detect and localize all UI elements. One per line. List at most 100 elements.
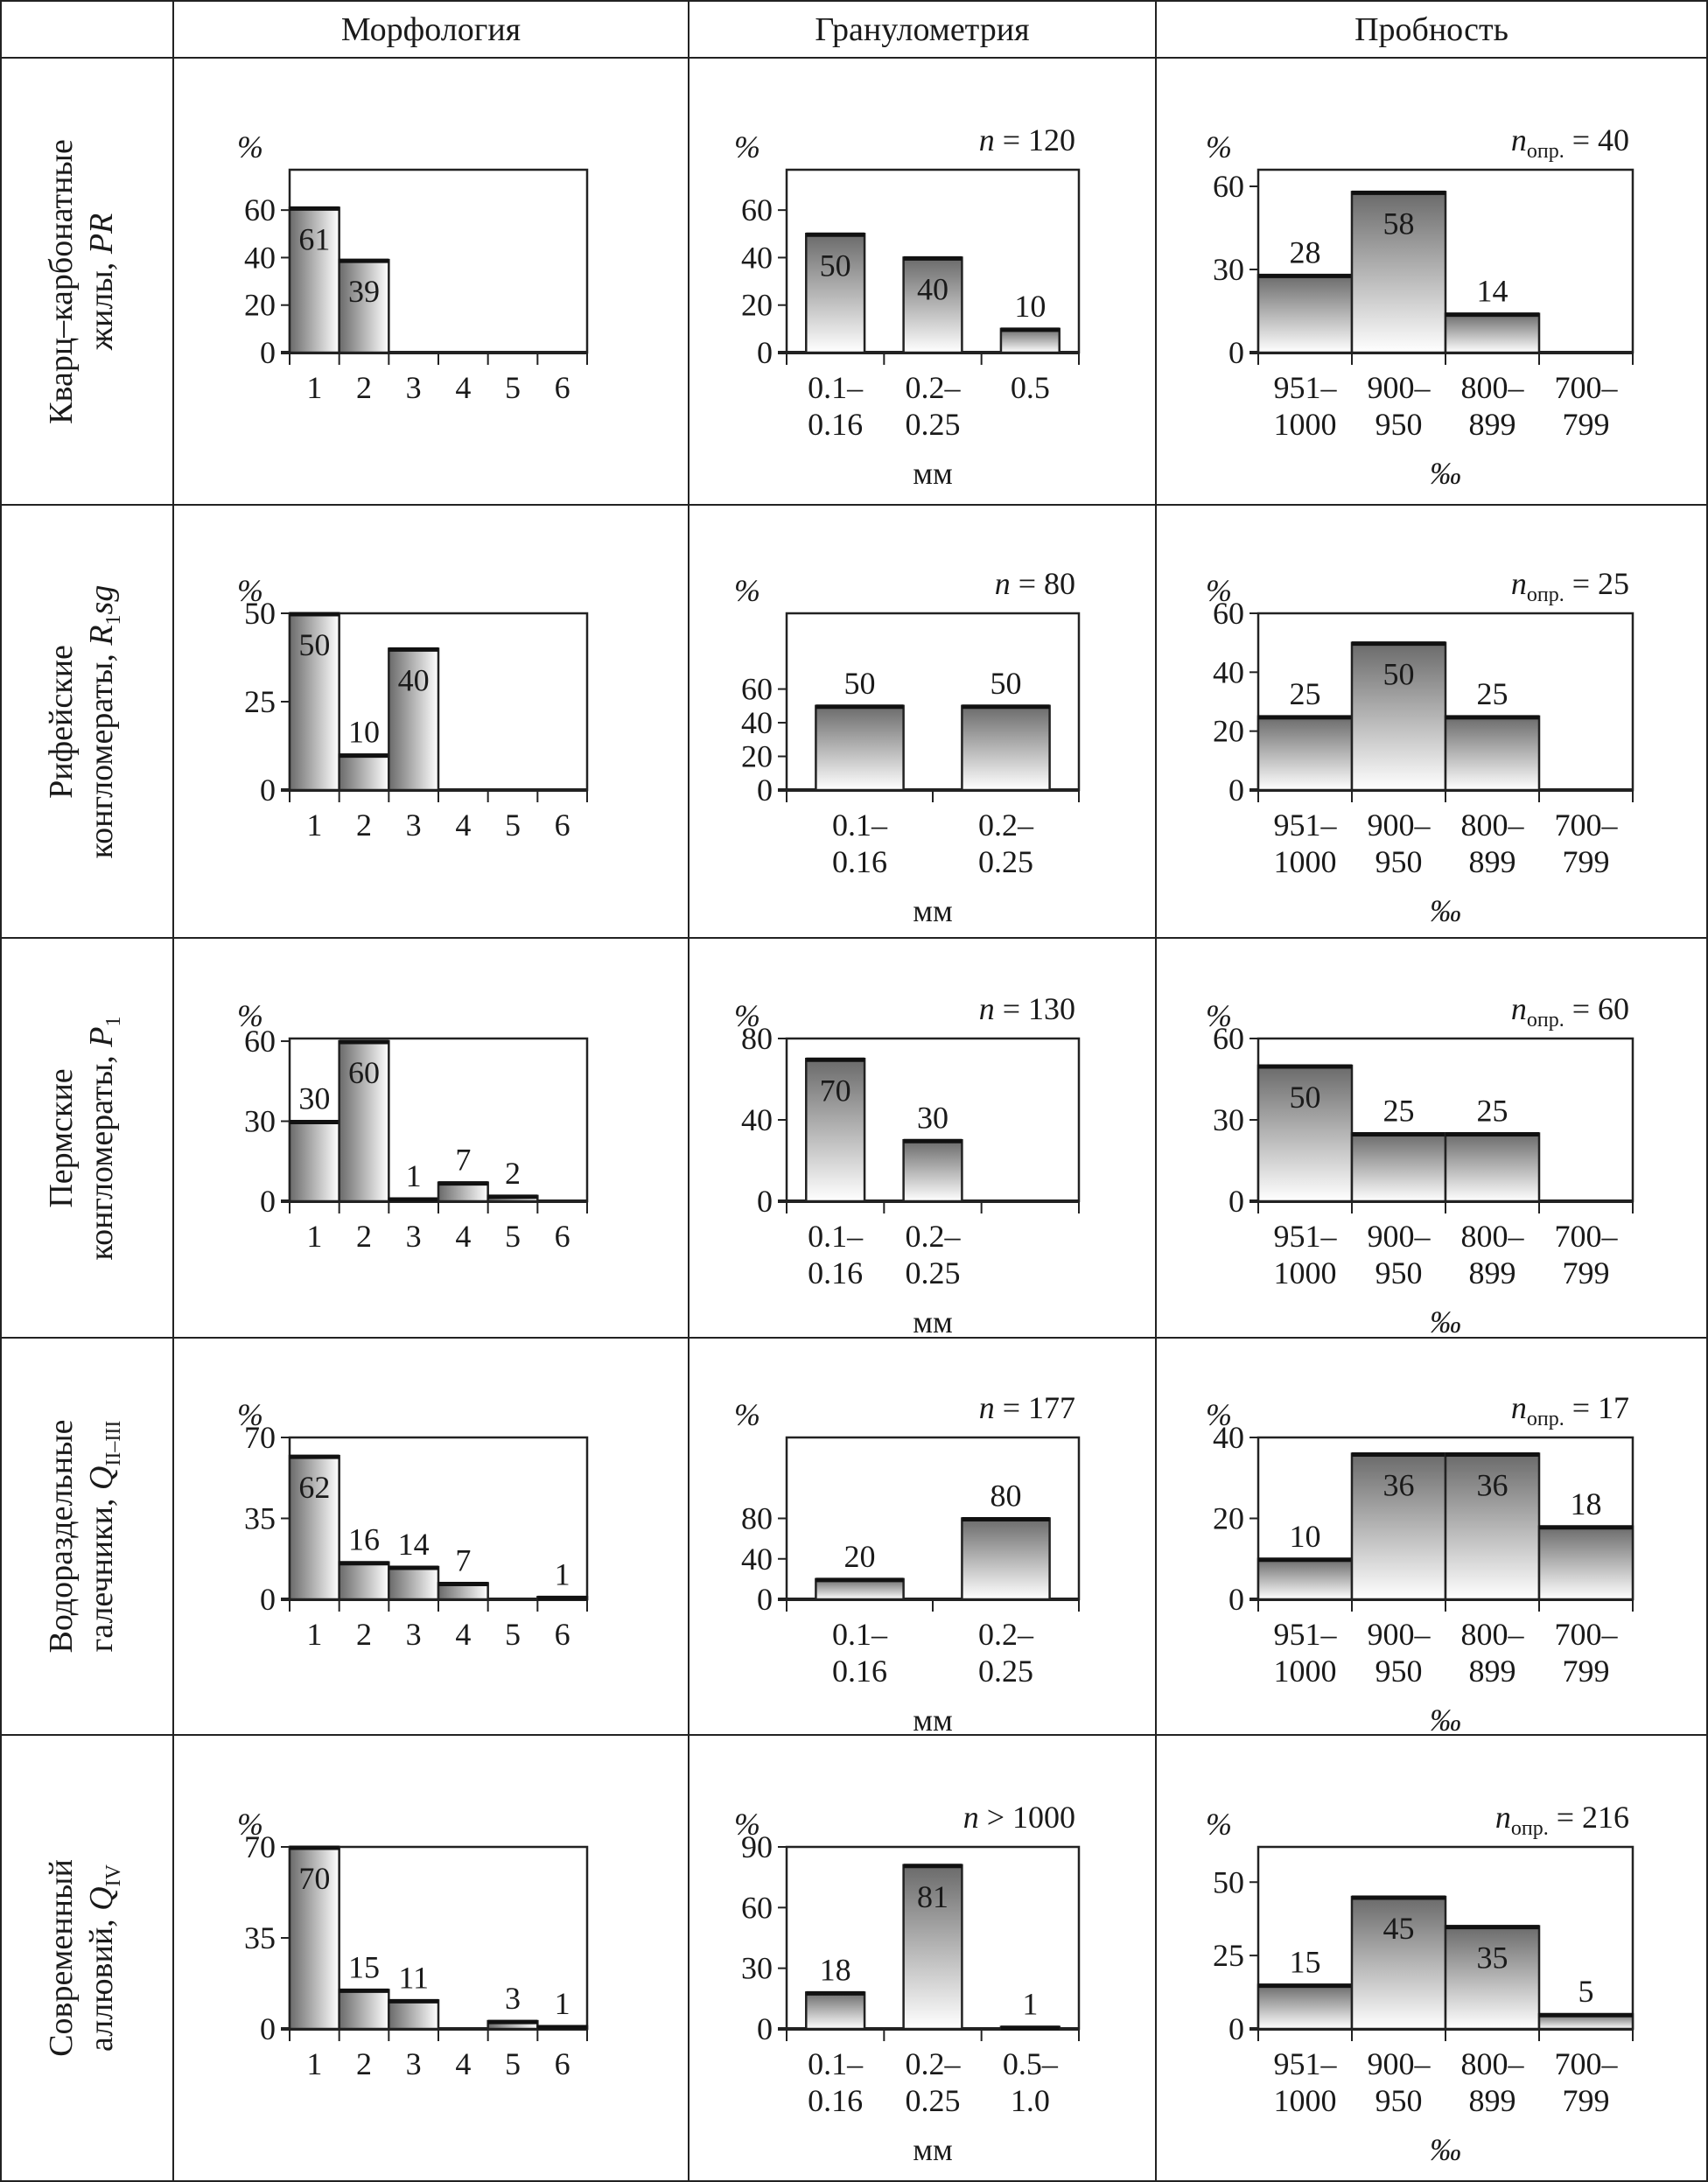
bar: [961, 1517, 1051, 1601]
bar-value-label: 1: [555, 1556, 570, 1591]
x-tick-label: 3: [406, 370, 422, 405]
bar-value-label: 14: [1477, 274, 1508, 309]
x-tick-label: 0.16: [832, 844, 887, 879]
y-tick-label: 0: [1228, 2011, 1244, 2046]
bar: [288, 612, 340, 792]
n-value: = 17: [1564, 1390, 1629, 1425]
x-tick-label: 1000: [1274, 1255, 1337, 1290]
x-tick-label: 1: [306, 370, 322, 405]
x-tick-label: 950: [1376, 1255, 1423, 1290]
y-axis-label: %: [734, 1397, 760, 1432]
y-tick-label: 60: [741, 192, 773, 227]
bar-value-label: 10: [1290, 1519, 1321, 1554]
bar: [805, 233, 866, 354]
bar-value-label: 25: [1477, 1094, 1508, 1129]
n-value: = 177: [995, 1390, 1075, 1425]
y-tick-label: 50: [1213, 1864, 1244, 1899]
y-tick-label: 60: [1213, 1021, 1244, 1056]
n-subscript: опр.: [1527, 1009, 1564, 1032]
y-tick-label: 40: [1213, 1420, 1244, 1455]
y-tick-label: 80: [741, 1501, 773, 1536]
bar: [1256, 1064, 1354, 1203]
y-tick-label: 20: [1213, 714, 1244, 749]
bar: [338, 753, 390, 792]
y-tick-label: 0: [1228, 335, 1244, 370]
y-tick-label: 30: [741, 1951, 773, 1986]
row-label-line2: конгломераты, R1sg: [82, 584, 125, 858]
bar: [388, 1565, 440, 1601]
bar-value-label: 25: [1383, 1094, 1415, 1129]
chart-cell: 0 30 60% 951– 1000 28 900– 950 58 800– 899 14 700– 79…: [1155, 57, 1708, 506]
bar: [999, 327, 1060, 354]
x-axis-unit-label: мм: [913, 1703, 953, 1732]
y-axis-label: %: [734, 129, 760, 164]
bar-value-label: 50: [298, 627, 330, 662]
bar: [1350, 641, 1447, 792]
row-label-line2: жилы, PR: [82, 213, 120, 350]
n-value: = 25: [1564, 566, 1629, 601]
y-axis-label: %: [734, 1807, 760, 1842]
bar: [1350, 1452, 1447, 1601]
bar: [1444, 1132, 1541, 1203]
y-axis-label: %: [237, 129, 263, 164]
data-row: Рифейские конгломераты, R1sg 0 25 50% 1 50 2 10 3…: [0, 504, 1708, 939]
bar: [815, 704, 905, 792]
header-fineness: Пробность: [1155, 0, 1708, 59]
y-tick-label: 60: [244, 1024, 276, 1059]
data-row: Кварц–карбонатные жилы, PR 0 20 40 60% 1 61 2 39 3…: [0, 57, 1708, 506]
n-symbol: n: [1495, 1800, 1511, 1835]
x-tick-label: 6: [555, 1617, 570, 1652]
y-axis-label: %: [237, 1397, 263, 1432]
bar: [1256, 274, 1354, 354]
sample-size-label: nопр. = 216: [1495, 1800, 1629, 1840]
bar: [805, 1991, 866, 2031]
y-axis-label: %: [734, 998, 760, 1033]
y-tick-label: 0: [1228, 1184, 1244, 1219]
n-symbol: n: [995, 566, 1011, 601]
y-tick-label: 35: [244, 1920, 276, 1955]
x-tick-label: 5: [505, 808, 521, 843]
bar-value-label: 40: [917, 271, 948, 306]
bar-value-label: 25: [1477, 676, 1508, 711]
x-tick-label: 0.2–: [906, 2046, 962, 2081]
chart-cell: 0 20 40 60% 0.1– 0.16 50 0.2– 0.25 40 0.5 10 мм n = 1…: [688, 57, 1157, 506]
y-tick-label: 25: [244, 684, 276, 719]
row-label-line1: Пермские: [42, 1067, 80, 1208]
y-tick-label: 0: [260, 335, 276, 370]
bar-value-label: 50: [820, 248, 851, 283]
bar-value-label: 18: [1571, 1486, 1602, 1521]
x-tick-label: 6: [555, 370, 570, 405]
sample-size-label: n = 130: [979, 991, 1075, 1026]
y-tick-label: 40: [741, 1102, 773, 1137]
y-tick-label: 0: [260, 1582, 276, 1617]
bar: [1537, 1525, 1634, 1601]
y-tick-label: 20: [741, 739, 773, 774]
bar-value-label: 36: [1383, 1468, 1415, 1503]
x-tick-label: 1000: [1274, 844, 1337, 879]
bar: [902, 256, 963, 354]
n-subscript: опр.: [1527, 140, 1564, 163]
x-tick-label: 950: [1376, 1654, 1423, 1689]
y-tick-label: 60: [1213, 596, 1244, 631]
sample-size-label: nопр. = 25: [1511, 566, 1629, 606]
x-tick-label: 0.25: [978, 844, 1033, 879]
x-tick-label: 899: [1469, 1654, 1516, 1689]
x-tick-label: 951–: [1274, 370, 1338, 405]
row-label: Современный аллювий, QIV: [0, 1734, 174, 2182]
row-label-line1: Рифейские: [42, 644, 80, 799]
x-tick-label: 951–: [1274, 2046, 1338, 2081]
bar: [338, 1561, 390, 1601]
y-tick-label: 0: [1228, 773, 1244, 808]
bar-value-label: 50: [1290, 1080, 1321, 1115]
x-axis-unit-label: мм: [913, 456, 953, 491]
bar-chart: 0 35 70% 1 62 2 16 3 14 4 7 5 6 1: [237, 1397, 589, 1652]
x-tick-label: 900–: [1368, 1219, 1432, 1254]
x-tick-label: 1: [306, 808, 322, 843]
bar: [338, 1039, 390, 1203]
row-label: Водораздельные галечники, QII–III: [0, 1337, 174, 1736]
x-tick-label: 0.16: [808, 407, 863, 442]
bar: [288, 206, 340, 354]
x-tick-label: 800–: [1461, 808, 1525, 843]
